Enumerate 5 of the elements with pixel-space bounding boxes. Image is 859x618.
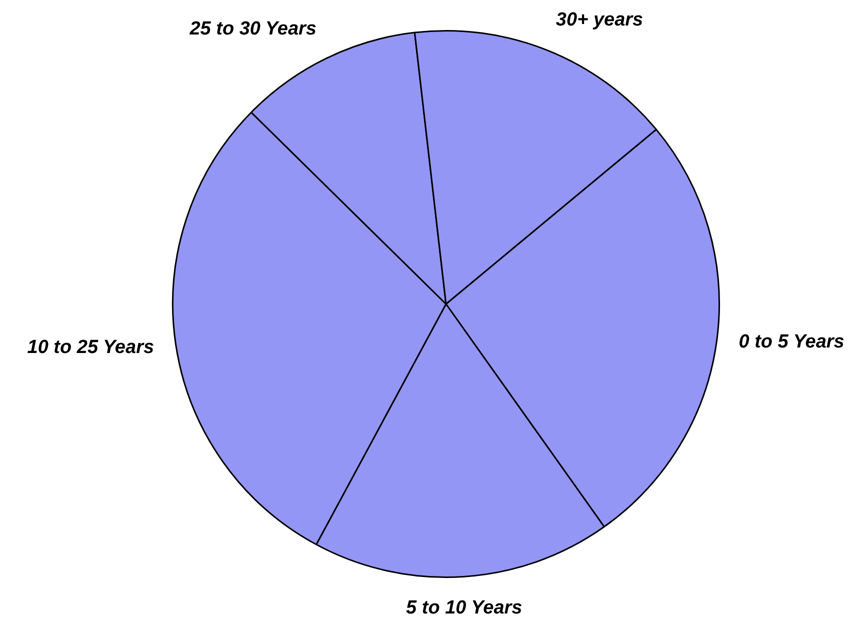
slice-label: 0 to 5 Years xyxy=(738,332,844,353)
slice-label: 25 to 30 Years xyxy=(188,18,316,40)
slice-label: 30+ years xyxy=(556,10,644,31)
slice-label: 5 to 10 Years xyxy=(406,597,522,618)
slice-label: 10 to 25 Years xyxy=(27,337,154,358)
